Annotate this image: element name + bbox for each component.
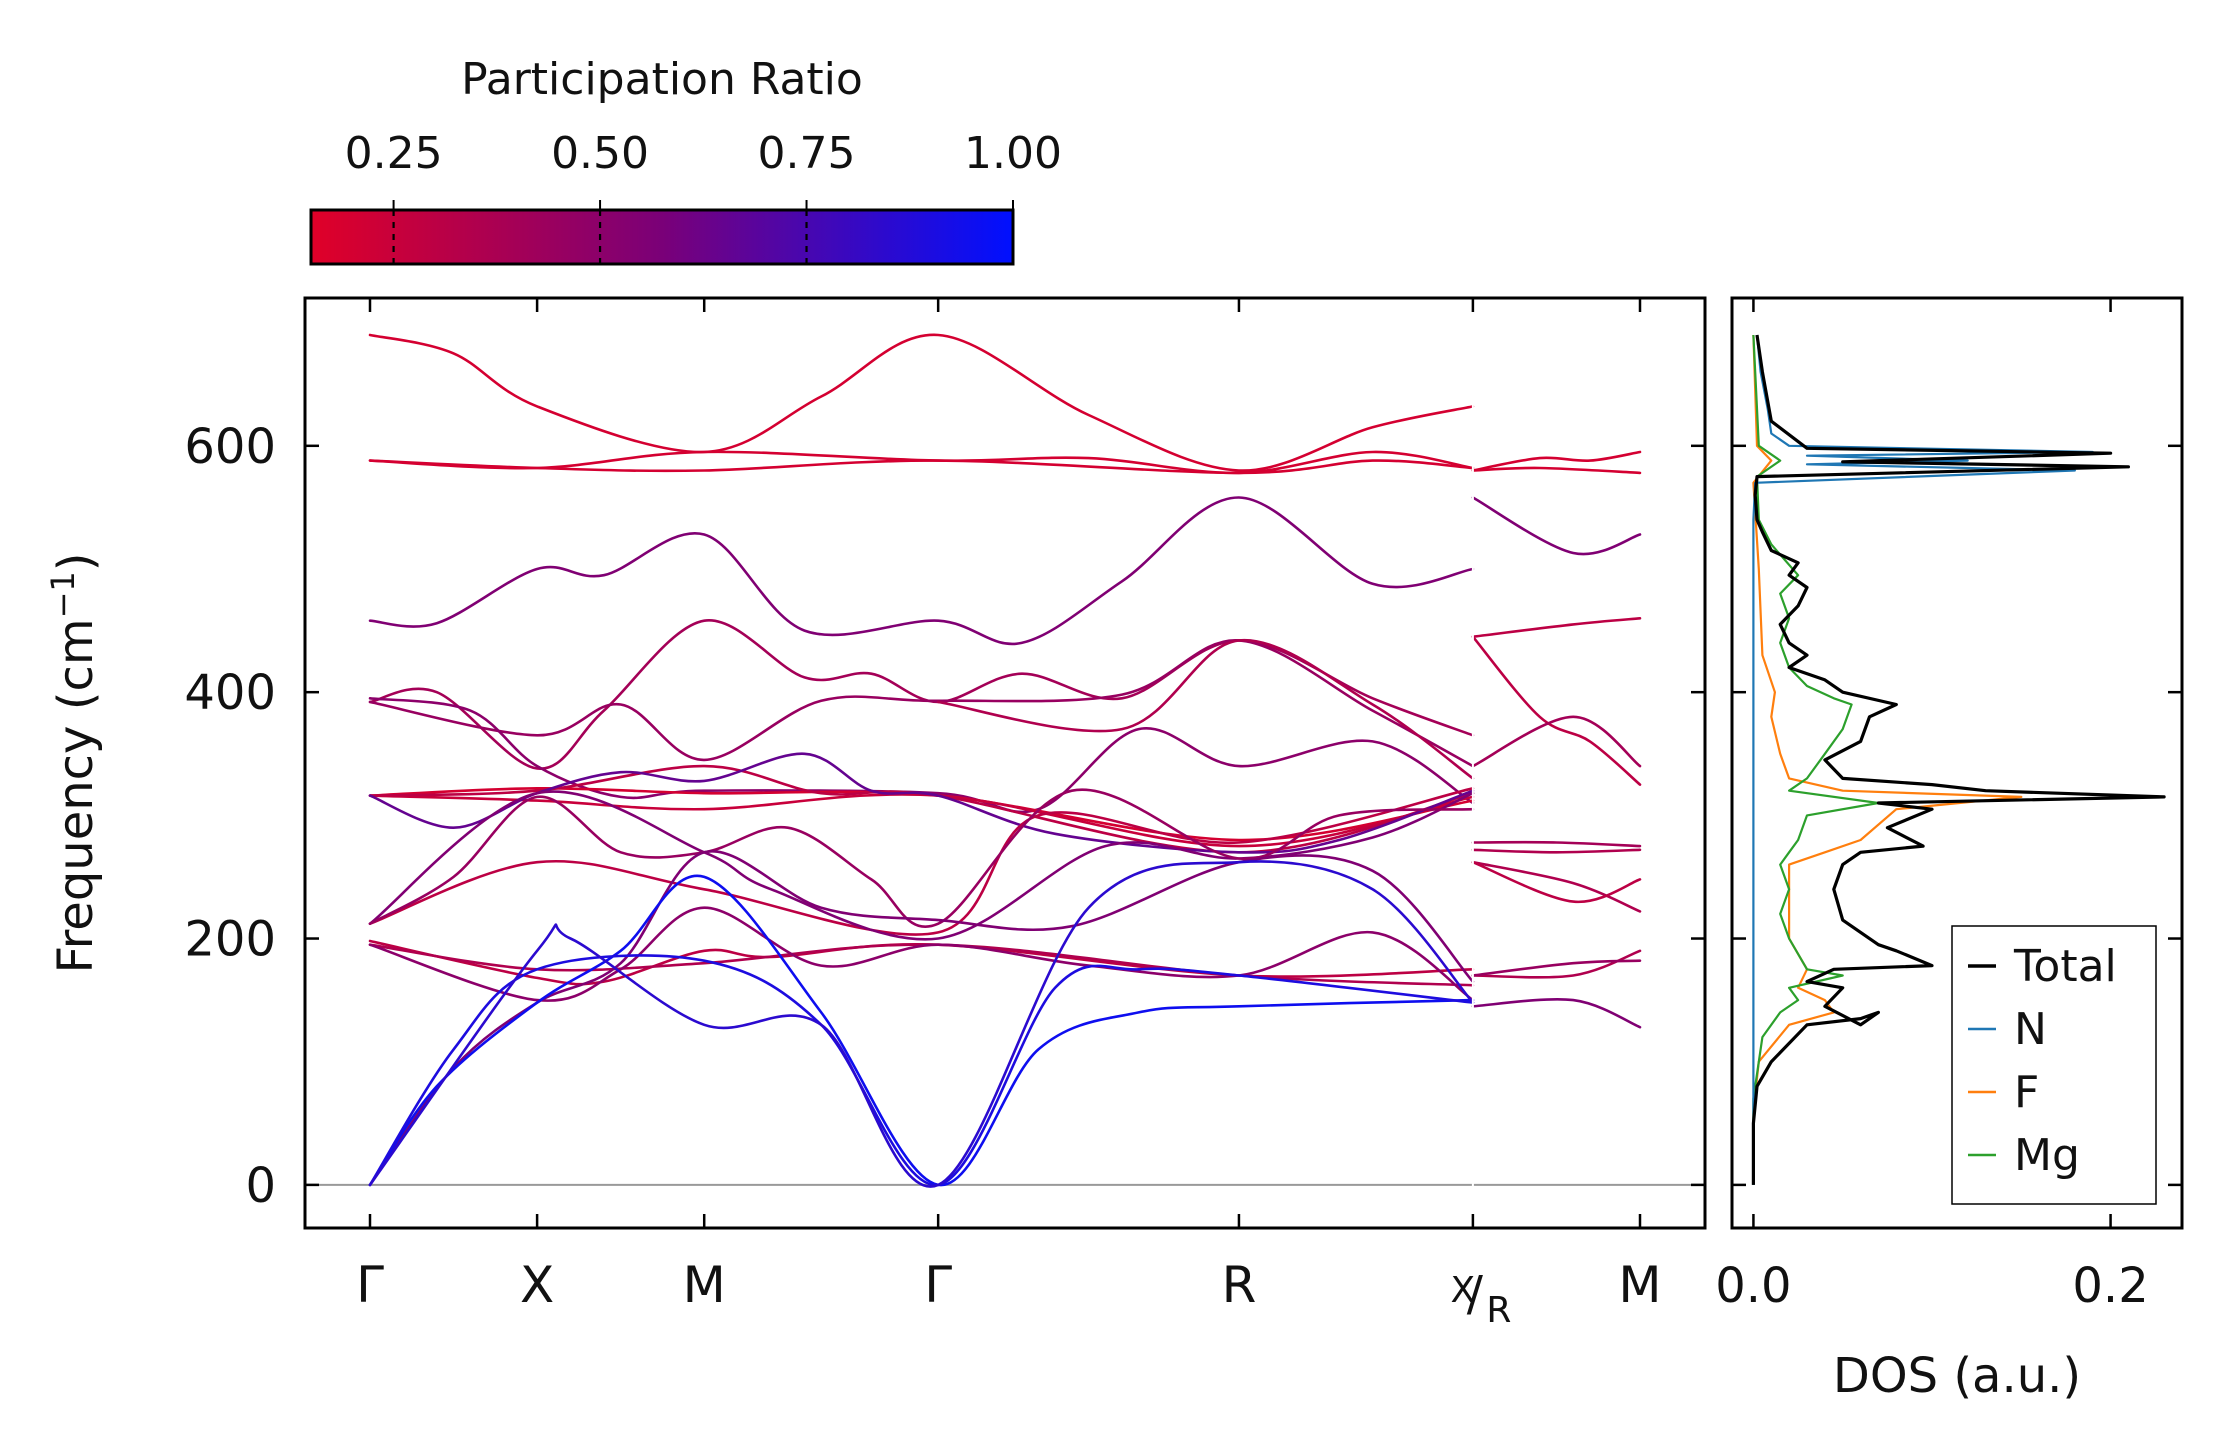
band-b24 xyxy=(368,906,1475,1002)
band-b8 xyxy=(368,619,1475,770)
kpoint-label-slash: / xyxy=(1467,1266,1484,1322)
band-b27 xyxy=(1471,860,1642,913)
dos-legend: Total NF Mg xyxy=(1951,925,2157,1205)
band-b35 xyxy=(368,860,1475,1188)
legend-label-f: F xyxy=(2014,1067,2039,1118)
band-b9 xyxy=(368,639,1475,768)
segment-break xyxy=(1471,300,1474,1226)
kpoint-label: R xyxy=(1222,1256,1257,1314)
y-axis-label: Frequency (cm−1) xyxy=(44,552,104,973)
y-tick-label: 600 xyxy=(184,419,276,475)
band-b1 xyxy=(368,333,1475,472)
band-b12 xyxy=(1471,617,1642,638)
colorbar-bar xyxy=(309,208,1015,266)
dos-panel: 0.0 0.2 DOS (a.u.) Total NF Mg xyxy=(1715,296,2184,1404)
dos-x-tick-label: 0.2 xyxy=(2072,1258,2148,1314)
legend-label-total: Total xyxy=(2013,941,2117,992)
band-b26 xyxy=(1471,848,1642,854)
dos-x-axis-label: DOS (a.u.) xyxy=(1833,1348,2081,1404)
colorbar-tick-label: 0.25 xyxy=(345,128,443,179)
band-b5 xyxy=(1471,466,1642,475)
band-b23 xyxy=(368,943,1475,987)
band-b28 xyxy=(1471,860,1642,904)
kpoint-label: M xyxy=(1618,1256,1661,1314)
legend-label-n: N xyxy=(2014,1004,2047,1055)
legend-label-mg: Mg xyxy=(2014,1130,2080,1181)
kpoint-label: Γ xyxy=(924,1256,952,1314)
colorbar-title: Participation Ratio xyxy=(461,54,863,105)
colorbar-tick-labels: 0.25 0.50 0.75 1.00 xyxy=(345,128,1062,179)
band-b22 xyxy=(368,939,1475,986)
colorbar-tick-label: 0.50 xyxy=(551,128,649,179)
band-b10 xyxy=(936,638,1475,780)
band-b34 xyxy=(368,954,1475,1187)
band-b6 xyxy=(368,496,1475,646)
kpoint-label-upper: X xyxy=(1451,1270,1476,1311)
band-b7 xyxy=(1471,496,1642,556)
dos-legend-box xyxy=(1951,925,2157,1205)
dos-line-total xyxy=(1751,334,2166,1185)
y-tick-label: 0 xyxy=(245,1158,276,1214)
colorbar-tick-label: 0.75 xyxy=(758,128,856,179)
band-lines xyxy=(368,300,1642,1226)
band-b3 xyxy=(368,459,1475,475)
band-b20 xyxy=(368,790,1475,941)
kpoint-label: M xyxy=(683,1256,726,1314)
colorbar-ticks xyxy=(392,200,1014,264)
band-b14 xyxy=(1471,715,1642,768)
band-plot-frame xyxy=(303,296,1707,1230)
dos-axes: 0.0 0.2 xyxy=(1715,298,2182,1314)
band-b4 xyxy=(1471,450,1642,472)
dos-x-tick-label: 0.0 xyxy=(1715,1258,1791,1314)
dos-legend-items: Total NF Mg xyxy=(1968,941,2117,1181)
y-tick-label: 400 xyxy=(184,665,276,721)
kpoint-label: Γ xyxy=(356,1256,384,1314)
y-axis-label-end: ) xyxy=(48,552,104,571)
band-b33 xyxy=(368,874,1475,1187)
dos-lines xyxy=(1751,334,2166,1185)
band-b16 xyxy=(368,793,1475,848)
band-b25 xyxy=(1471,840,1642,848)
band-b21 xyxy=(368,788,1475,928)
kpoint-label-lower: R xyxy=(1486,1290,1511,1331)
colorbar-tick-label: 1.00 xyxy=(964,128,1062,179)
kpoint-label: X xyxy=(520,1256,554,1314)
band-b30 xyxy=(1471,959,1642,977)
dos-plot-frame xyxy=(1730,296,2184,1230)
band-b11 xyxy=(368,697,1475,814)
band-b29 xyxy=(1471,949,1642,979)
band-b32 xyxy=(368,849,1475,1187)
band-b19 xyxy=(368,787,1475,936)
y-tick-label: 200 xyxy=(184,912,276,968)
band-b13 xyxy=(1471,635,1642,786)
y-axis-label-sup: −1 xyxy=(44,571,82,618)
colorbar: Participation Ratio 0.25 0.50 0.75 1.00 xyxy=(309,54,1062,266)
band-b31 xyxy=(1471,997,1642,1029)
